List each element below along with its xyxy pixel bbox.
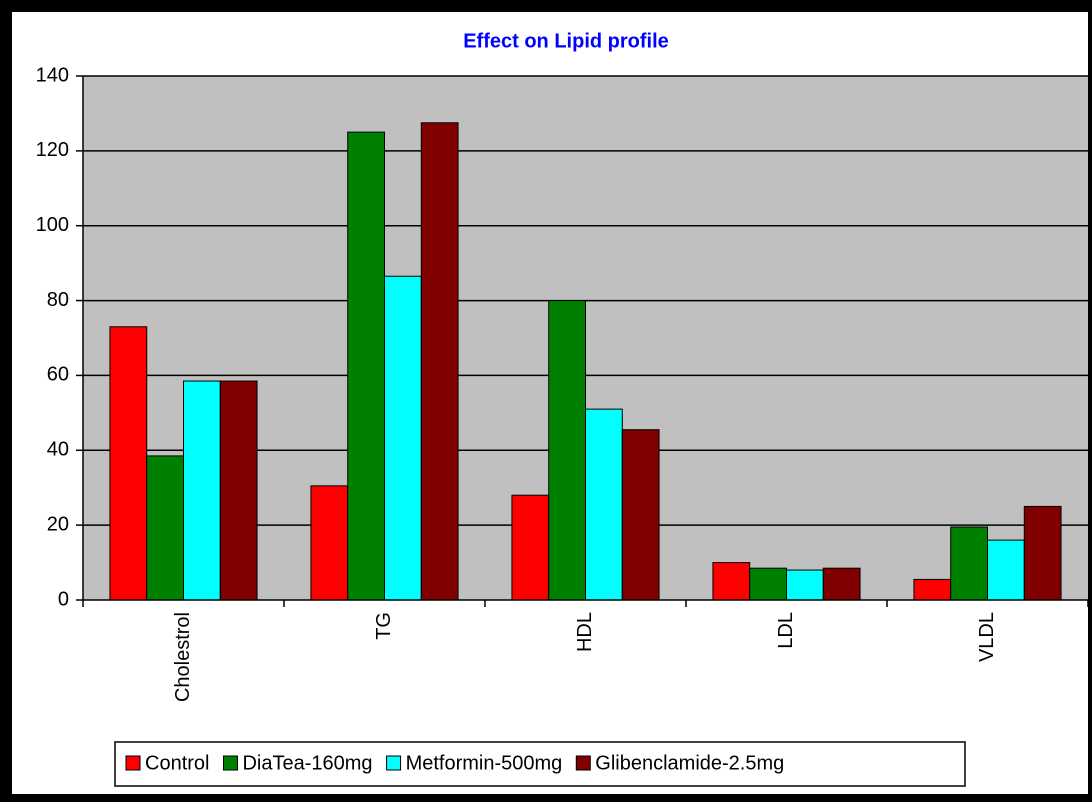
- legend-swatch: [125, 755, 141, 771]
- bar: [950, 526, 988, 601]
- legend-swatch: [575, 755, 591, 771]
- bar: [146, 455, 184, 601]
- legend-label: Control: [145, 752, 209, 774]
- y-tick-label: 80: [47, 289, 69, 311]
- legend-label: Glibenclamide-2.5mg: [595, 752, 784, 774]
- x-tick-label: TG: [373, 612, 395, 640]
- bar: [548, 300, 586, 601]
- y-tick-label: 140: [36, 64, 69, 86]
- y-tick-label: 60: [47, 364, 69, 386]
- y-tick-label: 20: [47, 513, 69, 535]
- bar: [310, 485, 349, 601]
- bar: [621, 429, 660, 601]
- bar: [585, 408, 623, 601]
- x-tick-label: VLDL: [976, 612, 998, 662]
- bar: [511, 494, 550, 601]
- bar: [913, 578, 952, 601]
- legend-label: Metformin-500mg: [406, 752, 563, 774]
- bar: [1023, 505, 1062, 601]
- y-tick-label: 120: [36, 139, 69, 161]
- legend-label: DiaTea-160mg: [242, 752, 372, 774]
- bar: [347, 131, 386, 601]
- bar: [749, 567, 787, 601]
- bar: [712, 562, 751, 601]
- legend: [114, 741, 966, 787]
- x-tick-label: Cholestrol: [172, 612, 194, 702]
- y-tick-label: 0: [58, 588, 69, 610]
- chart-title: Effect on Lipid profile: [463, 30, 669, 52]
- bar: [420, 122, 459, 601]
- x-tick-label: HDL: [574, 612, 596, 652]
- legend-swatch: [222, 755, 238, 771]
- bar: [384, 275, 422, 601]
- bar: [987, 539, 1025, 601]
- y-tick-label: 100: [36, 214, 69, 236]
- bar: [109, 326, 148, 601]
- bar: [219, 380, 258, 601]
- bar: [183, 380, 221, 601]
- bar: [822, 567, 861, 601]
- bar: [786, 569, 824, 601]
- x-tick-label: LDL: [775, 612, 797, 649]
- legend-swatch: [386, 755, 402, 771]
- y-tick-label: 40: [47, 439, 69, 461]
